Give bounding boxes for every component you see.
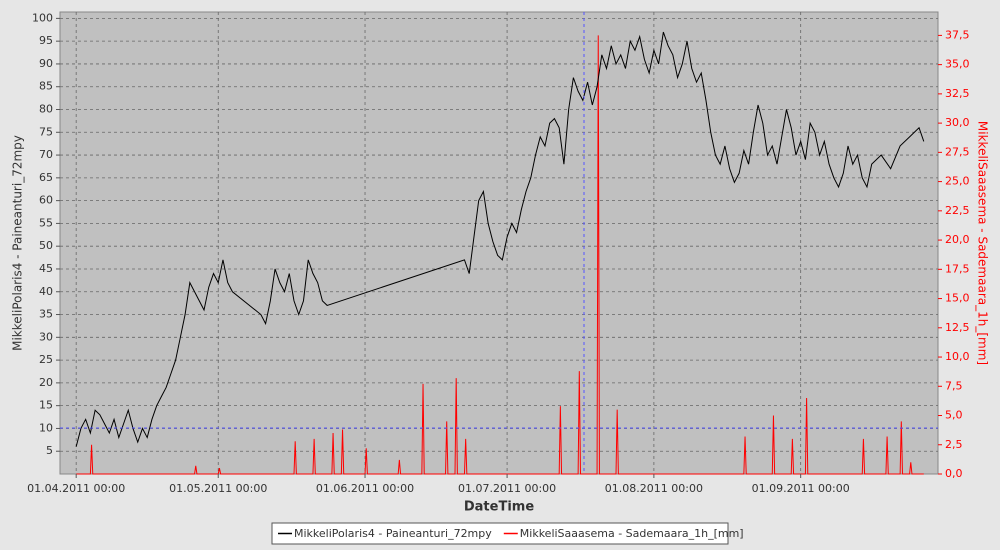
- y-tick-label: 90: [39, 57, 53, 70]
- y-tick-label: 65: [39, 171, 53, 184]
- y-tick-label: 55: [39, 216, 53, 229]
- y2-tick-label: 35,0: [945, 58, 970, 71]
- y2-tick-label: 20,0: [945, 233, 970, 246]
- y-tick-label: 10: [39, 421, 53, 434]
- x-tick-label: 01.09.2011 00:00: [752, 482, 850, 495]
- y2-tick-label: 17,5: [945, 262, 970, 275]
- y-tick-label: 45: [39, 262, 53, 275]
- y2-tick-label: 5,0: [945, 409, 963, 422]
- x-tick-label: 01.04.2011 00:00: [27, 482, 125, 495]
- y-tick-label: 5: [46, 444, 53, 457]
- y-tick-label: 35: [39, 308, 53, 321]
- y-tick-label: 95: [39, 34, 53, 47]
- y2-tick-label: 7,5: [945, 379, 963, 392]
- y-tick-label: 30: [39, 330, 53, 343]
- x-tick-label: 01.07.2011 00:00: [458, 482, 556, 495]
- y-tick-label: 60: [39, 194, 53, 207]
- y2-tick-label: 27,5: [945, 145, 970, 158]
- series-line: [76, 35, 924, 475]
- x-tick-label: 01.05.2011 00:00: [169, 482, 267, 495]
- y-tick-label: 20: [39, 376, 53, 389]
- legend-label: MikkeliSaaasema - Sademaara_1h_[mm]: [520, 527, 744, 540]
- y-axis-label: MikkeliPolaris4 - Paineanturi_72mpy: [11, 135, 25, 351]
- y-tick-label: 50: [39, 239, 53, 252]
- y2-tick-label: 30,0: [945, 116, 970, 129]
- data: [75, 31, 925, 475]
- x-tick-label: 01.08.2011 00:00: [605, 482, 703, 495]
- y-tick-label: 80: [39, 103, 53, 116]
- legend-entries: MikkeliPolaris4 - Paineanturi_72mpy Mikke…: [278, 527, 744, 540]
- y2-tick-label: 10,0: [945, 350, 970, 363]
- y-tick-label: 85: [39, 80, 53, 93]
- y-tick-label: 25: [39, 353, 53, 366]
- y-tick-label: 100: [32, 11, 53, 24]
- y2-tick-label: 15,0: [945, 292, 970, 305]
- y2-tick-label: 12,5: [945, 321, 970, 334]
- y2-tick-label: 32,5: [945, 87, 970, 100]
- y2-axis-label: MikkeliSaaasema - Sademaara_1h_[mm]: [976, 121, 990, 365]
- y-tick-label: 70: [39, 148, 53, 161]
- x-tick-label: 01.06.2011 00:00: [316, 482, 414, 495]
- series-line: [75, 31, 925, 447]
- y-tick-label: 40: [39, 285, 53, 298]
- legend-label: MikkeliPolaris4 - Paineanturi_72mpy: [294, 527, 492, 540]
- legend: [271, 522, 729, 545]
- y2-tick-label: 25,0: [945, 175, 970, 188]
- plot-area: [59, 11, 939, 475]
- y-tick-label: 15: [39, 399, 53, 412]
- y2-tick-label: 2,5: [945, 438, 963, 451]
- y-tick-label: 75: [39, 125, 53, 138]
- y2-tick-label: 0,0: [945, 467, 963, 480]
- x-axis-label: DateTime: [464, 500, 534, 515]
- y2-tick-label: 37,5: [945, 28, 970, 41]
- y2-tick-label: 22,5: [945, 204, 970, 217]
